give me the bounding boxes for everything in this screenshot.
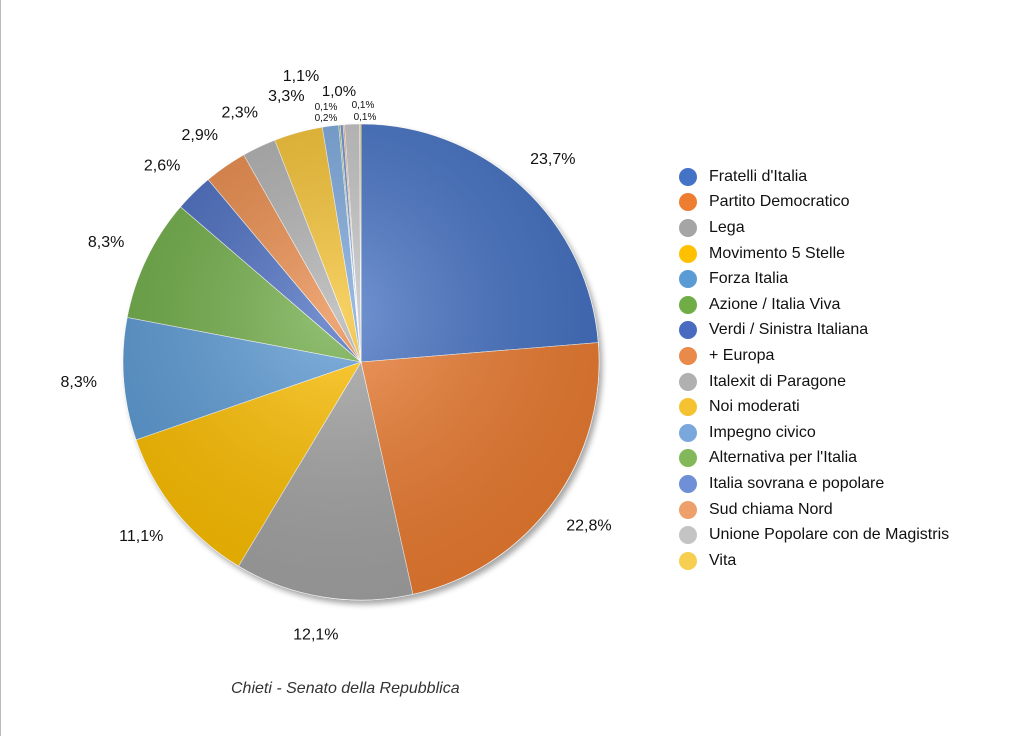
legend-item: Movimento 5 Stelle [679, 241, 949, 267]
data-label: 0,2% [315, 113, 338, 124]
legend-label: Azione / Italia Viva [709, 295, 841, 313]
pie-shading [123, 124, 599, 600]
data-label: 8,3% [61, 374, 97, 391]
legend-marker [679, 398, 697, 417]
legend-item: Vita [679, 548, 949, 574]
data-label: 3,3% [268, 88, 304, 105]
legend-label: Impegno civico [709, 423, 816, 441]
legend-item: Italia sovrana e popolare [679, 471, 949, 497]
legend-item: Noi moderati [679, 394, 949, 420]
legend-marker [679, 218, 697, 237]
legend-label: Partito Democratico [709, 193, 850, 211]
legend-marker [679, 346, 697, 365]
legend-label: Alternativa per l'Italia [709, 449, 858, 467]
data-label: 1,1% [283, 68, 319, 85]
legend-item: Verdi / Sinistra Italiana [679, 318, 949, 344]
legend-marker [679, 244, 697, 263]
legend-label: Forza Italia [709, 270, 789, 288]
data-label: 2,6% [144, 158, 180, 175]
data-label: 8,3% [88, 234, 124, 251]
legend-label: Unione Popolare con de Magistris [709, 526, 950, 544]
data-label: 0,1% [352, 100, 375, 111]
legend-marker [679, 551, 697, 570]
data-label: 0,1% [315, 102, 338, 113]
legend-marker [679, 449, 697, 468]
legend-label: Lega [709, 218, 745, 236]
legend-marker [679, 474, 697, 493]
legend-item: Impegno civico [679, 420, 949, 446]
legend-label: Verdi / Sinistra Italiana [709, 321, 869, 339]
legend-label: Fratelli d'Italia [709, 167, 808, 185]
legend-label: Italia sovrana e popolare [709, 474, 885, 492]
legend-marker [679, 193, 697, 212]
legend-marker [679, 423, 697, 442]
legend-label: Sud chiama Nord [709, 500, 833, 518]
legend-item: Lega [679, 215, 949, 241]
legend-marker [679, 167, 697, 186]
legend-item: Fratelli d'Italia [679, 164, 949, 190]
legend-marker [679, 500, 697, 519]
legend-item: Forza Italia [679, 266, 949, 292]
legend-item: Sud chiama Nord [679, 497, 949, 523]
legend-item: + Europa [679, 343, 949, 369]
data-label: 2,9% [181, 127, 217, 144]
legend-label: + Europa [709, 346, 775, 364]
data-label: 0,1% [354, 112, 377, 123]
legend-item: Italexit di Paragone [679, 369, 949, 395]
data-label: 1,0% [322, 83, 356, 100]
data-label: 23,7% [530, 151, 575, 168]
legend-label: Movimento 5 Stelle [709, 244, 846, 262]
data-label: 11,1% [119, 528, 163, 545]
legend-marker [679, 372, 697, 391]
legend-label: Italexit di Paragone [709, 372, 846, 390]
legend: Fratelli d'Italia Partito Democratico Lega… [679, 164, 949, 574]
legend-item: Partito Democratico [679, 190, 949, 216]
legend-item: Alternativa per l'Italia [679, 446, 949, 472]
data-label: 22,8% [566, 518, 611, 535]
legend-marker [679, 321, 697, 340]
legend-item: Azione / Italia Viva [679, 292, 949, 318]
legend-label: Noi moderati [709, 398, 800, 416]
chart-title: Chieti - Senato della Repubblica [231, 680, 460, 697]
legend-marker [679, 295, 697, 314]
legend-marker [679, 270, 697, 289]
data-label: 12,1% [293, 626, 338, 643]
legend-label: Vita [709, 551, 737, 569]
legend-marker [679, 526, 697, 545]
data-label: 2,3% [221, 105, 257, 122]
legend-item: Unione Popolare con de Magistris [679, 522, 949, 548]
